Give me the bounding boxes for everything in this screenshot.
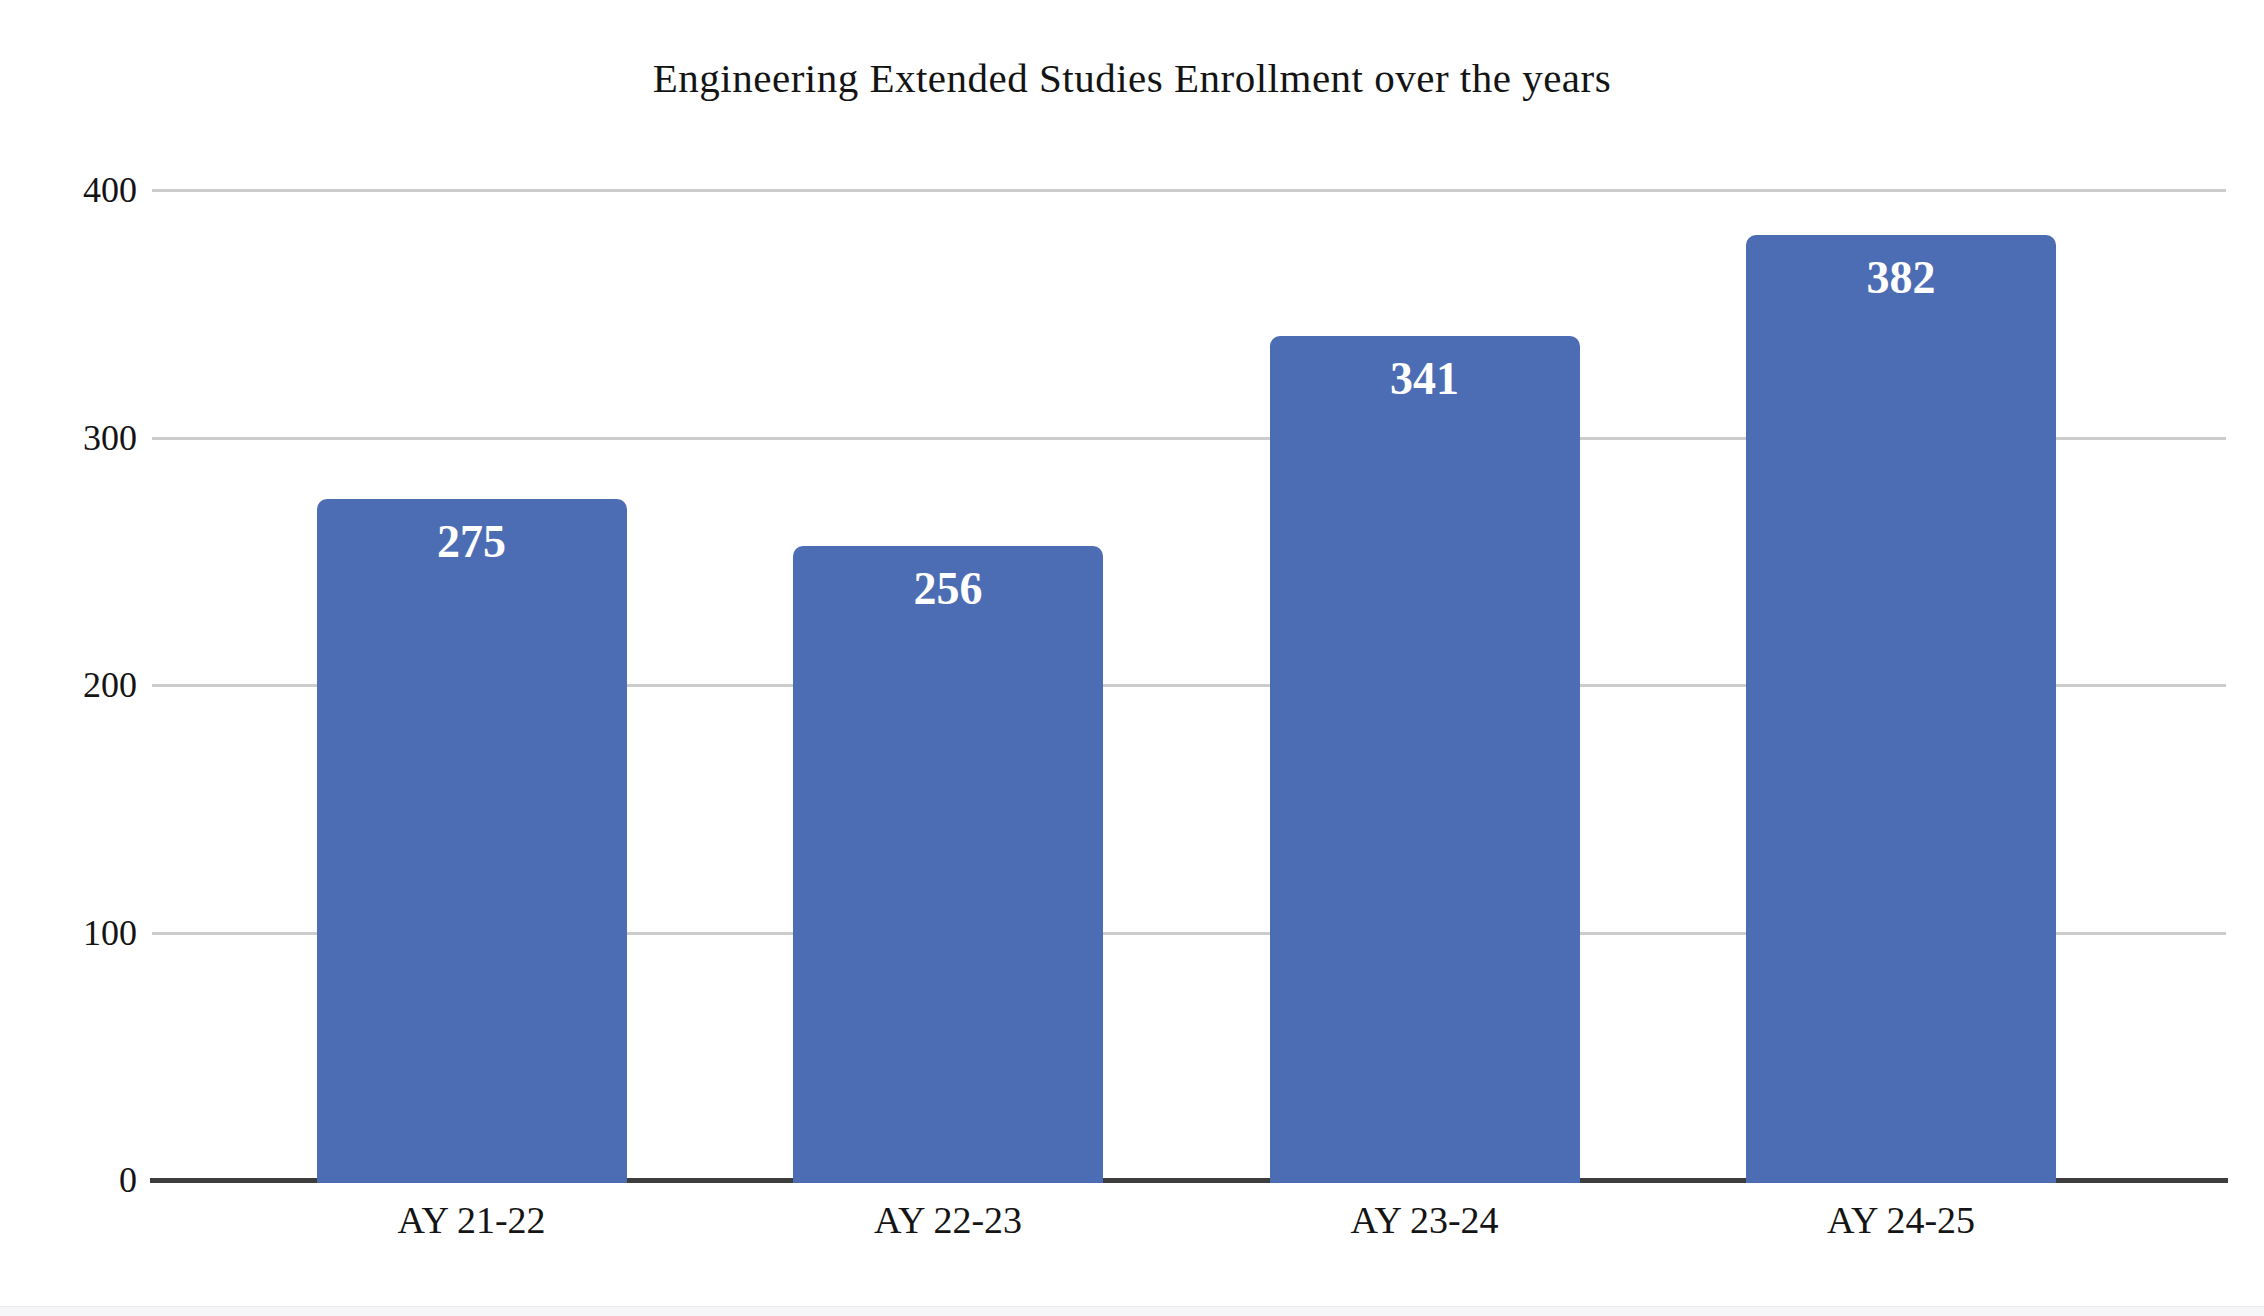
bar-ay-24-25: 382	[1746, 235, 2056, 1183]
gridline-400	[152, 189, 2226, 192]
bar-value-label: 382	[1746, 251, 2056, 304]
y-tick-label-400: 400	[0, 163, 137, 217]
enrollment-bar-chart: Engineering Extended Studies Enrollment …	[0, 0, 2264, 1316]
bar-value-label: 256	[793, 562, 1103, 615]
x-tick-label-ay-24-25: AY 24-25	[1701, 1198, 2101, 1242]
bar-ay-22-23: 256	[793, 546, 1103, 1183]
y-tick-label-0: 0	[0, 1153, 137, 1207]
bar-value-label: 275	[317, 515, 627, 568]
bottom-edge-strip	[0, 1306, 2264, 1316]
y-tick-label-300: 300	[0, 411, 137, 465]
bar-ay-21-22: 275	[317, 499, 627, 1183]
x-tick-label-ay-23-24: AY 23-24	[1225, 1198, 1625, 1242]
x-tick-label-ay-22-23: AY 22-23	[748, 1198, 1148, 1242]
y-tick-label-100: 100	[0, 906, 137, 960]
x-tick-label-ay-21-22: AY 21-22	[272, 1198, 672, 1242]
chart-title: Engineering Extended Studies Enrollment …	[0, 54, 2264, 102]
bar-ay-23-24: 341	[1270, 336, 1580, 1183]
bar-value-label: 341	[1270, 352, 1580, 405]
y-tick-label-200: 200	[0, 658, 137, 712]
